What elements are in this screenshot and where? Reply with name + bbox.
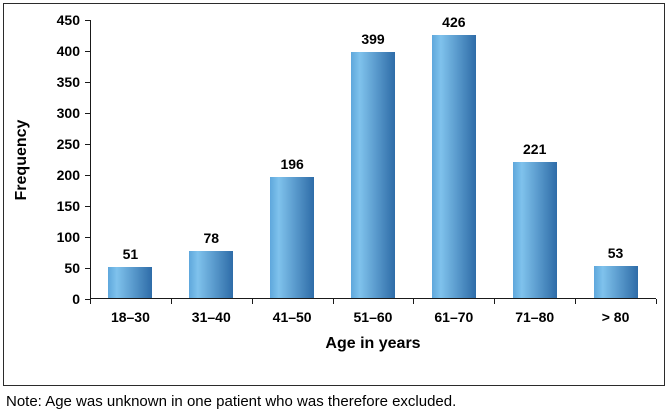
x-axis-title: Age in years <box>325 335 421 352</box>
x-tick-mark <box>170 299 172 304</box>
bar-value-label: 399 <box>361 30 385 47</box>
x-tick-mark <box>656 299 657 304</box>
y-tick-label: 0 <box>72 291 80 307</box>
y-tick-label: 50 <box>64 260 80 276</box>
bar <box>189 250 234 298</box>
x-tick-label: > 80 <box>601 309 630 325</box>
x-tick-mark <box>494 299 496 304</box>
y-tick-mark <box>85 82 90 83</box>
y-tick-label: 400 <box>56 43 80 59</box>
figure-note: Note: Age was unknown in one patient who… <box>6 393 457 410</box>
y-tick-mark <box>85 20 90 21</box>
y-tick-label: 350 <box>56 74 80 90</box>
y-tick-mark <box>85 299 90 300</box>
y-tick-label: 450 <box>56 12 80 28</box>
bar-value-label: 53 <box>607 245 624 262</box>
y-tick-mark <box>85 144 90 145</box>
bar-value-label: 221 <box>523 140 547 157</box>
y-tick-mark <box>85 51 90 52</box>
y-tick-label: 250 <box>56 136 80 152</box>
bar <box>593 266 638 298</box>
y-tick-label: 100 <box>56 229 80 245</box>
x-tick-label: 31–40 <box>191 309 231 325</box>
y-tick-mark <box>85 268 90 269</box>
y-tick-mark <box>85 113 90 114</box>
y-tick-label: 300 <box>56 105 80 121</box>
x-tick-mark <box>413 299 415 304</box>
bar <box>431 34 476 298</box>
y-tick-mark <box>85 206 90 207</box>
bar <box>512 161 557 298</box>
x-tick-label: 71–80 <box>515 309 555 325</box>
bar-value-label: 78 <box>203 229 220 246</box>
bar <box>270 177 315 298</box>
x-tick-label: 18–30 <box>110 309 150 325</box>
bar-value-label: 196 <box>280 156 304 173</box>
y-axis-title: Frequency <box>13 119 30 200</box>
bar-value-label: 426 <box>442 13 466 30</box>
y-tick-mark <box>85 175 90 176</box>
x-tick-mark <box>575 299 577 304</box>
bar-chart: Frequency Age in years 0 50 100 150 200 250 30… <box>3 3 665 386</box>
x-tick-label: 61–70 <box>434 309 474 325</box>
x-tick-mark <box>90 299 91 304</box>
y-tick-label: 150 <box>56 198 80 214</box>
bar <box>108 267 153 298</box>
bar <box>351 51 395 298</box>
x-tick-mark <box>251 299 253 304</box>
y-tick-mark <box>85 237 90 238</box>
bar-value-label: 51 <box>122 246 139 263</box>
x-tick-label: 51–60 <box>353 309 393 325</box>
y-tick-label: 200 <box>56 167 80 183</box>
x-tick-mark <box>332 299 334 304</box>
x-tick-label: 41–50 <box>272 309 312 325</box>
